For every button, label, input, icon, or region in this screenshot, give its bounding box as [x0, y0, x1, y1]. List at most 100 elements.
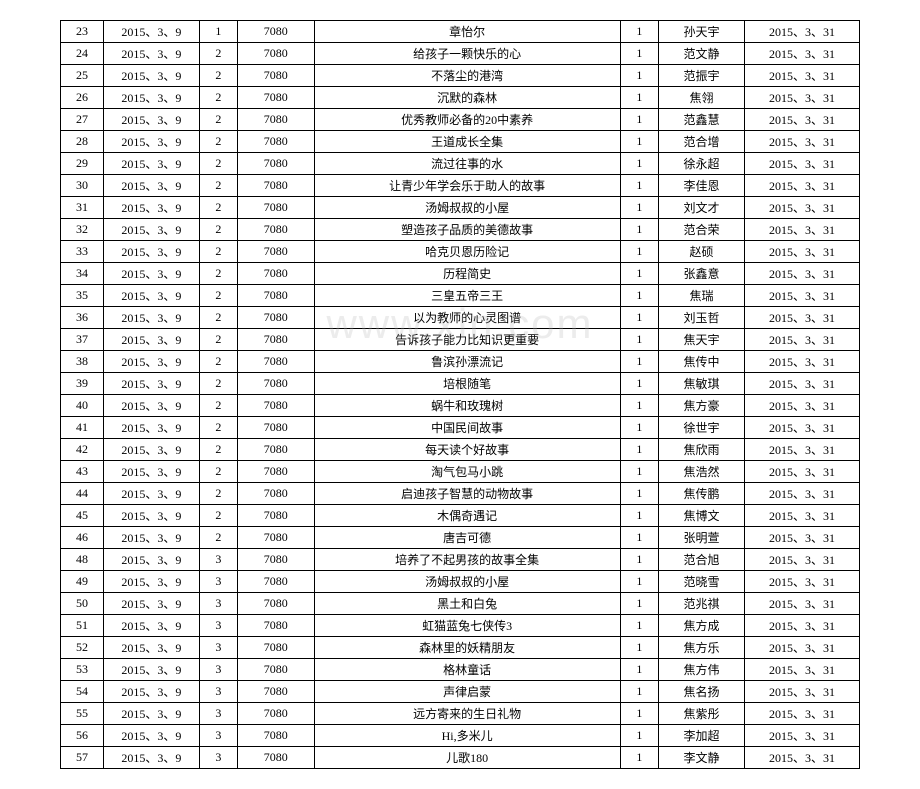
table-cell: 2: [199, 219, 237, 241]
table-cell: 3: [199, 747, 237, 769]
table-cell: 焦方乐: [659, 637, 745, 659]
table-cell: 1: [620, 329, 658, 351]
table-cell: 张鑫意: [659, 263, 745, 285]
table-cell: 2015、3、31: [745, 109, 860, 131]
table-cell: 44: [61, 483, 104, 505]
table-cell: 焦浩然: [659, 461, 745, 483]
table-cell: 7080: [237, 351, 314, 373]
table-cell: 1: [620, 527, 658, 549]
table-cell: 汤姆叔叔的小屋: [314, 571, 620, 593]
table-cell: 2015、3、9: [104, 153, 200, 175]
table-cell: 7080: [237, 571, 314, 593]
table-cell: 30: [61, 175, 104, 197]
table-cell: 告诉孩子能力比知识更重要: [314, 329, 620, 351]
table-cell: 7080: [237, 373, 314, 395]
table-cell: 7080: [237, 483, 314, 505]
table-cell: 1: [620, 483, 658, 505]
table-cell: 焦瑞: [659, 285, 745, 307]
table-cell: 49: [61, 571, 104, 593]
table-cell: 29: [61, 153, 104, 175]
table-row: 462015、3、927080唐吉可德1张明萱2015、3、31: [61, 527, 860, 549]
table-cell: 3: [199, 703, 237, 725]
table-cell: 森林里的妖精朋友: [314, 637, 620, 659]
table-row: 532015、3、937080格林童话1焦方伟2015、3、31: [61, 659, 860, 681]
table-row: 492015、3、937080汤姆叔叔的小屋1范晓雪2015、3、31: [61, 571, 860, 593]
table-row: 482015、3、937080培养了不起男孩的故事全集1范合旭2015、3、31: [61, 549, 860, 571]
table-cell: 3: [199, 593, 237, 615]
table-cell: 2: [199, 197, 237, 219]
table-cell: 焦敏琪: [659, 373, 745, 395]
table-cell: 2015、3、9: [104, 571, 200, 593]
table-cell: 2015、3、31: [745, 197, 860, 219]
table-cell: 范兆祺: [659, 593, 745, 615]
table-cell: 给孩子一颗快乐的心: [314, 43, 620, 65]
table-cell: 2015、3、9: [104, 659, 200, 681]
table-cell: 范文静: [659, 43, 745, 65]
table-cell: 2015、3、9: [104, 395, 200, 417]
table-cell: 2: [199, 285, 237, 307]
table-cell: 徐世宇: [659, 417, 745, 439]
table-cell: 2015、3、31: [745, 219, 860, 241]
table-cell: 28: [61, 131, 104, 153]
table-cell: 7080: [237, 637, 314, 659]
table-row: 282015、3、927080王道成长全集1范合增2015、3、31: [61, 131, 860, 153]
table-cell: 2015、3、9: [104, 329, 200, 351]
table-cell: 7080: [237, 439, 314, 461]
table-cell: 范振宇: [659, 65, 745, 87]
table-cell: 57: [61, 747, 104, 769]
table-cell: 2015、3、9: [104, 505, 200, 527]
table-cell: 39: [61, 373, 104, 395]
table-cell: 26: [61, 87, 104, 109]
table-cell: 三皇五帝三王: [314, 285, 620, 307]
table-cell: 23: [61, 21, 104, 43]
table-cell: 2015、3、31: [745, 175, 860, 197]
table-cell: 2015、3、31: [745, 395, 860, 417]
table-cell: 流过往事的水: [314, 153, 620, 175]
table-cell: 1: [620, 65, 658, 87]
table-cell: 塑造孩子品质的美德故事: [314, 219, 620, 241]
table-cell: 2: [199, 527, 237, 549]
table-cell: 1: [620, 175, 658, 197]
table-cell: 1: [620, 109, 658, 131]
table-cell: 李文静: [659, 747, 745, 769]
table-cell: 焦方豪: [659, 395, 745, 417]
table-cell: 刘文才: [659, 197, 745, 219]
table-cell: 7080: [237, 527, 314, 549]
table-cell: 1: [620, 43, 658, 65]
table-cell: 蜗牛和玫瑰树: [314, 395, 620, 417]
table-cell: 2015、3、9: [104, 417, 200, 439]
table-cell: 1: [620, 263, 658, 285]
table-cell: 1: [620, 307, 658, 329]
table-row: 372015、3、927080告诉孩子能力比知识更重要1焦天宇2015、3、31: [61, 329, 860, 351]
table-cell: 2015、3、31: [745, 725, 860, 747]
table-cell: 2015、3、31: [745, 571, 860, 593]
table-cell: 3: [199, 725, 237, 747]
table-cell: 1: [620, 549, 658, 571]
table-cell: 焦传中: [659, 351, 745, 373]
table-cell: 2015、3、31: [745, 461, 860, 483]
table-cell: 2015、3、9: [104, 527, 200, 549]
table-cell: 2015、3、31: [745, 285, 860, 307]
table-cell: 2015、3、9: [104, 637, 200, 659]
table-cell: 35: [61, 285, 104, 307]
table-cell: 焦传鹏: [659, 483, 745, 505]
table-cell: 范晓雪: [659, 571, 745, 593]
table-cell: 1: [620, 373, 658, 395]
table-cell: 2: [199, 175, 237, 197]
table-cell: 7080: [237, 395, 314, 417]
table-row: 402015、3、927080蜗牛和玫瑰树1焦方豪2015、3、31: [61, 395, 860, 417]
table-cell: 36: [61, 307, 104, 329]
table-row: 362015、3、927080以为教师的心灵图谱1刘玉哲2015、3、31: [61, 307, 860, 329]
table-row: 442015、3、927080启迪孩子智慧的动物故事1焦传鹏2015、3、31: [61, 483, 860, 505]
table-cell: 2015、3、9: [104, 197, 200, 219]
table-row: 552015、3、937080远方寄来的生日礼物1焦紫彤2015、3、31: [61, 703, 860, 725]
table-cell: 2015、3、31: [745, 65, 860, 87]
table-cell: 范合旭: [659, 549, 745, 571]
table-cell: 7080: [237, 725, 314, 747]
table-cell: 2015、3、31: [745, 153, 860, 175]
table-cell: 2015、3、9: [104, 131, 200, 153]
table-cell: 沉默的森林: [314, 87, 620, 109]
table-cell: 儿歌180: [314, 747, 620, 769]
table-cell: 焦方成: [659, 615, 745, 637]
table-cell: 声律启蒙: [314, 681, 620, 703]
